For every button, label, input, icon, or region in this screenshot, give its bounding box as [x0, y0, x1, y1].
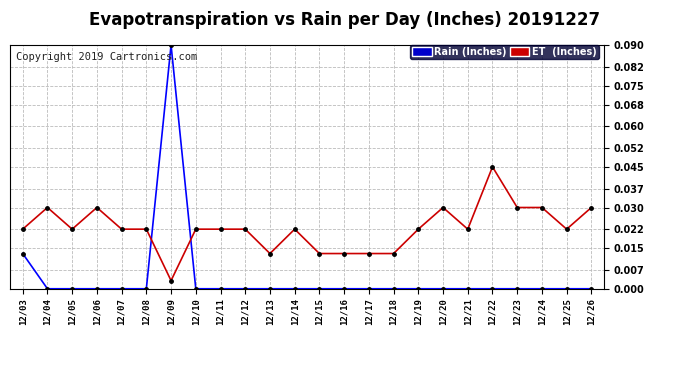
Legend: Rain (Inches), ET  (Inches): Rain (Inches), ET (Inches): [410, 45, 599, 59]
Text: Evapotranspiration vs Rain per Day (Inches) 20191227: Evapotranspiration vs Rain per Day (Inch…: [90, 11, 600, 29]
Text: Copyright 2019 Cartronics.com: Copyright 2019 Cartronics.com: [17, 53, 197, 62]
